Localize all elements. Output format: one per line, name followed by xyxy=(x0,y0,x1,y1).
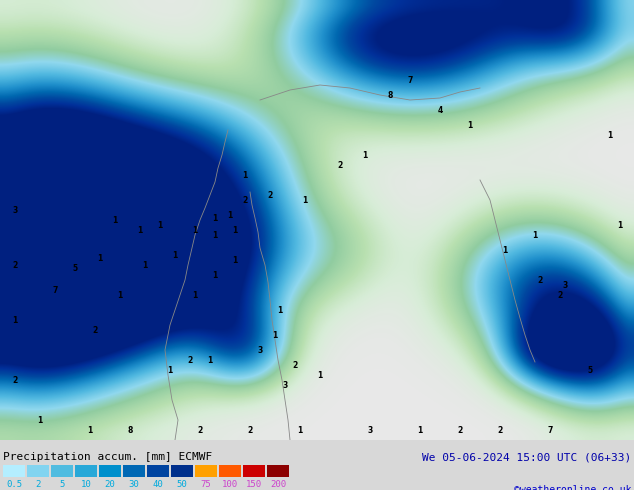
Text: 1: 1 xyxy=(467,121,472,129)
Text: 5: 5 xyxy=(588,366,593,374)
Bar xyxy=(75,465,97,477)
Text: 1: 1 xyxy=(157,220,163,229)
Text: 75: 75 xyxy=(200,480,211,489)
Text: 1: 1 xyxy=(502,245,508,254)
Text: 1: 1 xyxy=(192,291,198,299)
Text: 1: 1 xyxy=(242,171,248,179)
Text: 1: 1 xyxy=(167,366,172,374)
Text: 2: 2 xyxy=(36,480,41,489)
Bar xyxy=(219,465,241,477)
Text: 2: 2 xyxy=(247,425,252,435)
Text: 2: 2 xyxy=(197,425,203,435)
Text: 3: 3 xyxy=(367,425,373,435)
Text: 1: 1 xyxy=(207,356,212,365)
Text: 7: 7 xyxy=(53,286,58,294)
Text: 3: 3 xyxy=(257,345,262,354)
Text: 1: 1 xyxy=(233,225,238,235)
Text: 1: 1 xyxy=(212,270,217,279)
Bar xyxy=(147,465,169,477)
Text: 1: 1 xyxy=(143,261,148,270)
Text: 1: 1 xyxy=(212,230,217,240)
Bar xyxy=(195,465,217,477)
Text: 1: 1 xyxy=(212,214,217,222)
Text: 1: 1 xyxy=(273,330,278,340)
Bar xyxy=(171,465,193,477)
Bar xyxy=(267,465,289,477)
Text: 2: 2 xyxy=(337,161,342,170)
Text: 1: 1 xyxy=(13,316,18,324)
Text: 4: 4 xyxy=(437,105,443,115)
Text: 150: 150 xyxy=(246,480,262,489)
Text: 1: 1 xyxy=(318,370,323,379)
Text: Precipitation accum. [mm] ECMWF: Precipitation accum. [mm] ECMWF xyxy=(3,452,212,462)
Text: 1: 1 xyxy=(37,416,42,424)
Bar xyxy=(27,465,49,477)
Text: 7: 7 xyxy=(547,425,553,435)
Text: 200: 200 xyxy=(270,480,286,489)
Text: 5: 5 xyxy=(72,264,77,272)
Text: 1: 1 xyxy=(278,305,283,315)
Text: 1: 1 xyxy=(363,150,368,160)
Text: 2: 2 xyxy=(498,425,503,435)
Text: 8: 8 xyxy=(387,91,392,99)
Text: 1: 1 xyxy=(98,253,103,263)
Text: 1: 1 xyxy=(192,225,198,235)
Text: 1: 1 xyxy=(607,130,612,140)
Text: 0.5: 0.5 xyxy=(6,480,22,489)
Text: 2: 2 xyxy=(93,325,98,335)
Text: 2: 2 xyxy=(13,375,18,385)
Text: 1: 1 xyxy=(87,425,93,435)
Text: 3: 3 xyxy=(282,381,288,390)
Text: 3: 3 xyxy=(562,280,567,290)
Text: 50: 50 xyxy=(177,480,188,489)
Text: 40: 40 xyxy=(153,480,164,489)
Text: 1: 1 xyxy=(302,196,307,204)
Bar xyxy=(123,465,145,477)
Text: 7: 7 xyxy=(407,75,413,84)
Text: 2: 2 xyxy=(13,261,18,270)
Text: 2: 2 xyxy=(538,275,543,285)
Text: 2: 2 xyxy=(242,196,248,204)
Bar xyxy=(51,465,73,477)
Text: 1: 1 xyxy=(112,216,118,224)
Text: 8: 8 xyxy=(127,425,133,435)
Text: 100: 100 xyxy=(222,480,238,489)
Text: 1: 1 xyxy=(297,425,302,435)
Text: ©weatheronline.co.uk: ©weatheronline.co.uk xyxy=(514,485,631,490)
Text: 2: 2 xyxy=(557,291,562,299)
Text: 1: 1 xyxy=(117,291,122,299)
Text: We 05-06-2024 15:00 UTC (06+33): We 05-06-2024 15:00 UTC (06+33) xyxy=(422,452,631,462)
Text: 30: 30 xyxy=(129,480,139,489)
Text: 2: 2 xyxy=(292,361,297,369)
Text: 1: 1 xyxy=(138,225,143,235)
Text: 1: 1 xyxy=(618,220,623,229)
Text: 1: 1 xyxy=(172,250,178,260)
Text: 20: 20 xyxy=(105,480,115,489)
Bar xyxy=(3,465,25,477)
Bar xyxy=(243,465,265,477)
Bar xyxy=(99,465,121,477)
Text: 1: 1 xyxy=(233,255,238,265)
Text: 5: 5 xyxy=(60,480,65,489)
Text: 2: 2 xyxy=(188,356,193,365)
Text: 2: 2 xyxy=(457,425,463,435)
Text: 1: 1 xyxy=(228,211,233,220)
Text: 1: 1 xyxy=(533,230,538,240)
Text: 2: 2 xyxy=(268,191,273,199)
Text: 3: 3 xyxy=(13,205,18,215)
Text: 1: 1 xyxy=(417,425,423,435)
Text: 10: 10 xyxy=(81,480,91,489)
